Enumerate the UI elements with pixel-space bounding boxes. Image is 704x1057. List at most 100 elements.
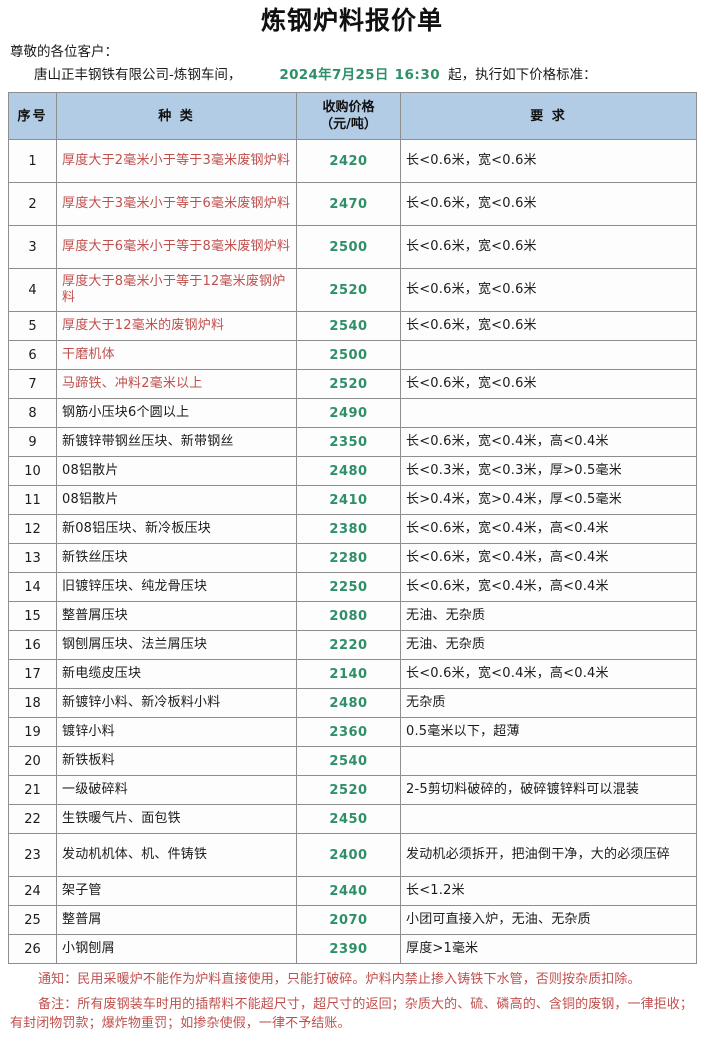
row-category: 整普屑压块 [56, 601, 297, 631]
price-table: 序号 种 类 收购价格 （元/吨） 要 求 1 厚度大于2毫米小于等于3毫米废钢炉… [8, 92, 697, 964]
table-row: 5 厚度大于12毫米的废钢炉料 2540 长<0.6米，宽<0.6米 [8, 311, 697, 341]
table-row: 15 整普屑压块 2080 无油、无杂质 [8, 601, 697, 631]
row-price: 2440 [296, 876, 401, 906]
row-category: 新镀锌带钢丝压块、新带钢丝 [56, 427, 297, 457]
table-row: 4 厚度大于8毫米小于等于12毫米废钢炉料 2520 长<0.6米，宽<0.6米 [8, 268, 697, 312]
table-row: 26 小钢刨屑 2390 厚度>1毫米 [8, 934, 697, 964]
row-price: 2470 [296, 182, 401, 226]
table-row: 8 钢筋小压块6个圆以上 2490 [8, 398, 697, 428]
row-index: 14 [8, 572, 57, 602]
row-price: 2500 [296, 340, 401, 370]
row-category: 08铝散片 [56, 485, 297, 515]
row-index: 4 [8, 268, 57, 312]
row-category: 马蹄铁、冲料2毫米以上 [56, 369, 297, 399]
row-price: 2400 [296, 833, 401, 877]
row-price: 2410 [296, 485, 401, 515]
row-category: 08铝散片 [56, 456, 297, 486]
row-category: 厚度大于6毫米小于等于8毫米废钢炉料 [56, 225, 297, 269]
row-price: 2500 [296, 225, 401, 269]
row-index: 13 [8, 543, 57, 573]
row-index: 6 [8, 340, 57, 370]
remark-text: 备注：所有废钢装车时用的插帮料不能超尺寸，超尺寸的返回；杂质大的、硫、磷高的、含… [10, 997, 694, 1031]
row-category: 新镀锌小料、新冷板料小料 [56, 688, 297, 718]
table-row: 17 新电缆皮压块 2140 长<0.6米，宽<0.4米，高<0.4米 [8, 659, 697, 689]
row-requirement: 长<0.6米，宽<0.6米 [400, 225, 697, 269]
table-row: 16 钢刨屑压块、法兰屑压块 2220 无油、无杂质 [8, 630, 697, 660]
row-category: 整普屑 [56, 905, 297, 935]
row-category: 干磨机体 [56, 340, 297, 370]
row-category: 新电缆皮压块 [56, 659, 297, 689]
row-requirement: 长<0.3米，宽<0.3米，厚>0.5毫米 [400, 456, 697, 486]
page-title: 炼钢炉料报价单 [260, 6, 443, 35]
column-header-requirement: 要 求 [400, 92, 697, 140]
row-category: 镀锌小料 [56, 717, 297, 747]
table-row: 2 厚度大于3毫米小于等于6毫米废钢炉料 2470 长<0.6米，宽<0.6米 [8, 182, 697, 226]
row-requirement [400, 746, 697, 776]
row-requirement: 长<0.6米，宽<0.6米 [400, 268, 697, 312]
table-row: 1 厚度大于2毫米小于等于3毫米废钢炉料 2420 长<0.6米，宽<0.6米 [8, 139, 697, 183]
table-row: 10 08铝散片 2480 长<0.3米，宽<0.3米，厚>0.5毫米 [8, 456, 697, 486]
row-category: 小钢刨屑 [56, 934, 297, 964]
row-index: 1 [8, 139, 57, 183]
row-price: 2070 [296, 905, 401, 935]
row-price: 2280 [296, 543, 401, 573]
row-index: 15 [8, 601, 57, 631]
table-header-row: 序号 种 类 收购价格 （元/吨） 要 求 [8, 92, 697, 140]
row-price: 2350 [296, 427, 401, 457]
column-header-price: 收购价格 （元/吨） [296, 92, 401, 140]
row-price: 2520 [296, 775, 401, 805]
row-category: 生铁暖气片、面包铁 [56, 804, 297, 834]
row-requirement: 0.5毫米以下，超薄 [400, 717, 697, 747]
row-category: 新08铝压块、新冷板压块 [56, 514, 297, 544]
row-requirement: 长<0.6米，宽<0.4米，高<0.4米 [400, 543, 697, 573]
footnotes: 通知：民用采暖炉不能作为炉料直接使用，只能打破碎。炉料内禁止掺入铸铁下水管，否则… [8, 964, 696, 1033]
row-index: 10 [8, 456, 57, 486]
row-requirement: 厚度>1毫米 [400, 934, 697, 964]
row-price: 2140 [296, 659, 401, 689]
row-category: 一级破碎料 [56, 775, 297, 805]
row-price: 2520 [296, 369, 401, 399]
row-price: 2480 [296, 456, 401, 486]
row-requirement: 长<0.6米，宽<0.6米 [400, 311, 697, 341]
row-category: 钢筋小压块6个圆以上 [56, 398, 297, 428]
row-index: 2 [8, 182, 57, 226]
row-price: 2220 [296, 630, 401, 660]
row-requirement: 无油、无杂质 [400, 601, 697, 631]
row-price: 2480 [296, 688, 401, 718]
table-row: 24 架子管 2440 长<1.2米 [8, 876, 697, 906]
table-row: 14 旧镀锌压块、纯龙骨压块 2250 长<0.6米，宽<0.4米，高<0.4米 [8, 572, 697, 602]
table-row: 12 新08铝压块、新冷板压块 2380 长<0.6米，宽<0.4米，高<0.4米 [8, 514, 697, 544]
row-category: 新铁丝压块 [56, 543, 297, 573]
table-row: 6 干磨机体 2500 [8, 340, 697, 370]
row-category: 新铁板料 [56, 746, 297, 776]
table-row: 9 新镀锌带钢丝压块、新带钢丝 2350 长<0.6米，宽<0.4米，高<0.4米 [8, 427, 697, 457]
row-category: 厚度大于8毫米小于等于12毫米废钢炉料 [56, 268, 297, 312]
row-index: 26 [8, 934, 57, 964]
row-price: 2420 [296, 139, 401, 183]
row-price: 2540 [296, 311, 401, 341]
column-header-price-line1: 收购价格 [322, 100, 375, 115]
column-header-no: 序号 [8, 92, 57, 140]
table-row: 23 发动机机体、机、件铸铁 2400 发动机必须拆开，把油倒干净，大的必须压碎 [8, 833, 697, 877]
effective-date: 2024年7月25日 [279, 67, 389, 83]
row-price: 2450 [296, 804, 401, 834]
row-requirement: 长<1.2米 [400, 876, 697, 906]
row-price: 2390 [296, 934, 401, 964]
row-index: 3 [8, 225, 57, 269]
row-index: 25 [8, 905, 57, 935]
row-price: 2080 [296, 601, 401, 631]
row-category: 发动机机体、机、件铸铁 [56, 833, 297, 877]
row-category: 厚度大于3毫米小于等于6毫米废钢炉料 [56, 182, 297, 226]
row-requirement [400, 804, 697, 834]
table-row: 18 新镀锌小料、新冷板料小料 2480 无杂质 [8, 688, 697, 718]
row-price: 2380 [296, 514, 401, 544]
table-row: 25 整普屑 2070 小团可直接入炉，无油、无杂质 [8, 905, 697, 935]
table-header: 序号 种 类 收购价格 （元/吨） 要 求 [8, 92, 697, 140]
effective-date-line: 唐山正丰钢铁有限公司-炼钢车间， 2024年7月25日 16:30 起，执行如下价格标… [8, 64, 696, 90]
table-row: 22 生铁暖气片、面包铁 2450 [8, 804, 697, 834]
column-header-price-line2: （元/吨） [320, 117, 377, 132]
row-index: 24 [8, 876, 57, 906]
row-category: 厚度大于12毫米的废钢炉料 [56, 311, 297, 341]
row-index: 22 [8, 804, 57, 834]
